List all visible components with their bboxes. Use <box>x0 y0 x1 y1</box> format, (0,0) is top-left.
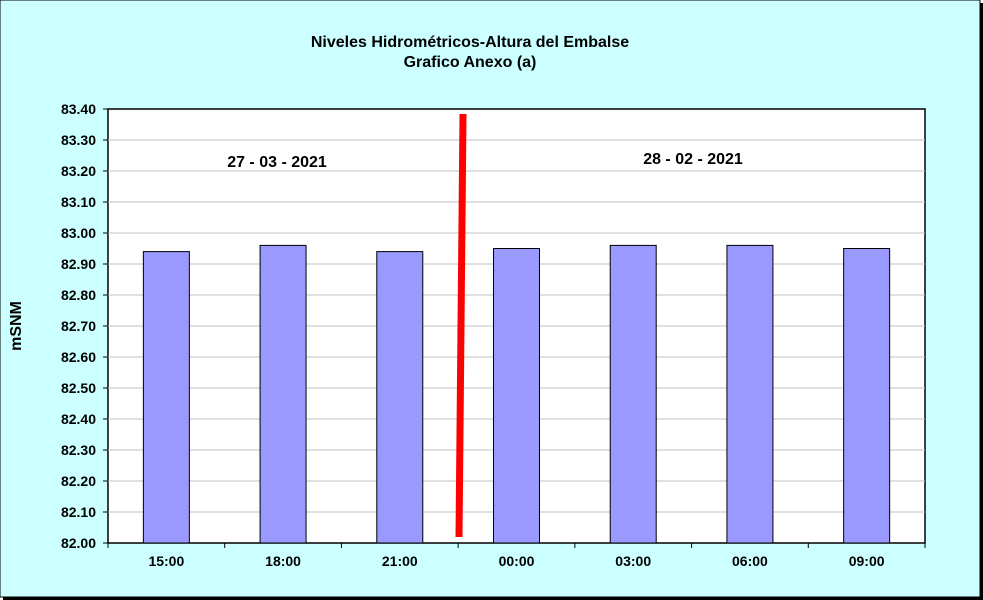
y-tick-label: 83.30 <box>61 132 96 148</box>
bar <box>726 244 774 544</box>
y-tick-label: 82.90 <box>61 256 96 272</box>
y-tick-label: 82.60 <box>61 349 96 365</box>
y-axis-label: mSNM <box>8 301 25 351</box>
bar <box>609 244 657 544</box>
chart-title: Niveles Hidrométricos-Altura del Embalse <box>311 34 629 51</box>
y-tick-label: 82.00 <box>61 535 96 551</box>
x-tick-label: 21:00 <box>382 553 418 569</box>
bar <box>376 251 424 544</box>
y-tick-label: 82.20 <box>61 473 96 489</box>
annotation-date-1: 27 - 03 - 2021 <box>227 154 327 171</box>
y-tick-label: 83.00 <box>61 225 96 241</box>
x-tick-label: 06:00 <box>732 553 768 569</box>
y-tick-label: 82.70 <box>61 318 96 334</box>
y-tick-label: 83.40 <box>61 101 96 117</box>
y-tick-label: 83.20 <box>61 163 96 179</box>
x-tick-label: 15:00 <box>148 553 184 569</box>
y-tick-label: 82.80 <box>61 287 96 303</box>
bar <box>843 248 891 544</box>
annotation-date-2: 28 - 02 - 2021 <box>643 151 743 168</box>
bar <box>259 244 307 544</box>
chart-subtitle: Grafico Anexo (a) <box>404 54 537 71</box>
y-tick-label: 82.50 <box>61 380 96 396</box>
x-tick-label: 03:00 <box>615 553 651 569</box>
x-tick-label: 09:00 <box>849 553 885 569</box>
y-tick-label: 82.30 <box>61 442 96 458</box>
x-tick-label: 00:00 <box>499 553 535 569</box>
y-tick-label: 83.10 <box>61 194 96 210</box>
y-tick-label: 82.40 <box>61 411 96 427</box>
date-divider-line <box>455 113 467 538</box>
x-tick-label: 18:00 <box>265 553 301 569</box>
y-tick-label: 82.10 <box>61 504 96 520</box>
bar <box>493 248 540 544</box>
bar <box>142 251 190 544</box>
